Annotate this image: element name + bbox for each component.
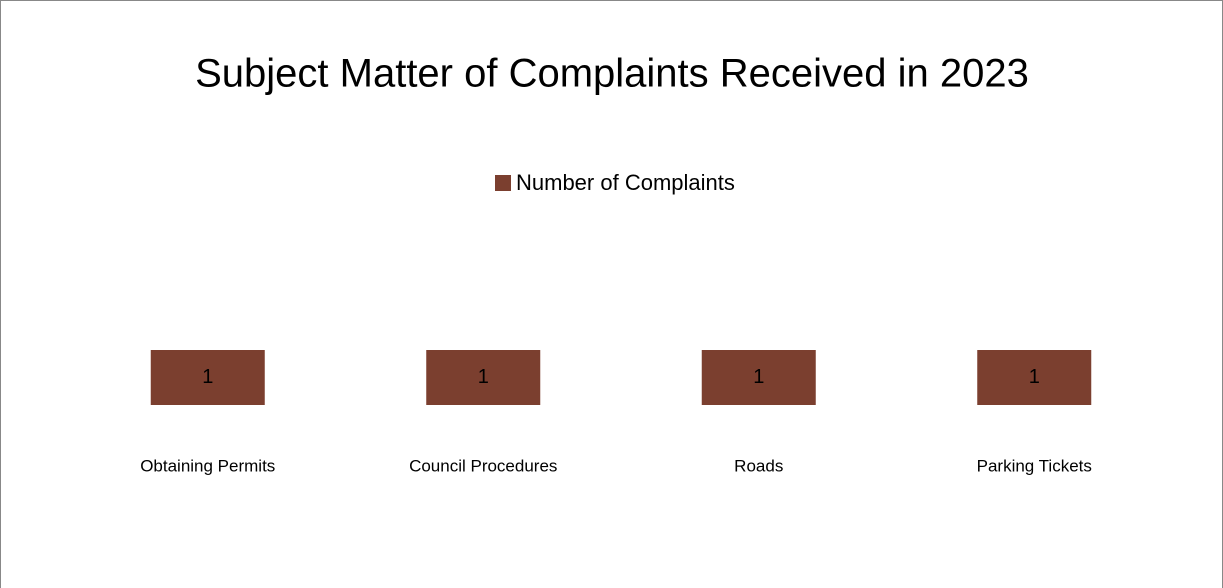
legend-swatch — [495, 175, 511, 191]
bar — [701, 350, 816, 405]
chart-title: Subject Matter of Complaints Received in… — [195, 52, 1029, 96]
bar — [426, 350, 541, 405]
legend-label: Number of Complaints — [516, 170, 735, 195]
data-label: 1 — [478, 366, 489, 388]
data-label: 1 — [753, 366, 764, 388]
x-tick-label: Council Procedures — [409, 456, 557, 475]
x-tick-label: Roads — [734, 456, 783, 475]
data-label: 1 — [202, 366, 213, 388]
bar — [150, 350, 265, 405]
x-tick-label: Parking Tickets — [977, 456, 1092, 475]
x-tick-label: Obtaining Permits — [140, 456, 275, 475]
bar — [977, 350, 1092, 405]
data-label: 1 — [1029, 366, 1040, 388]
